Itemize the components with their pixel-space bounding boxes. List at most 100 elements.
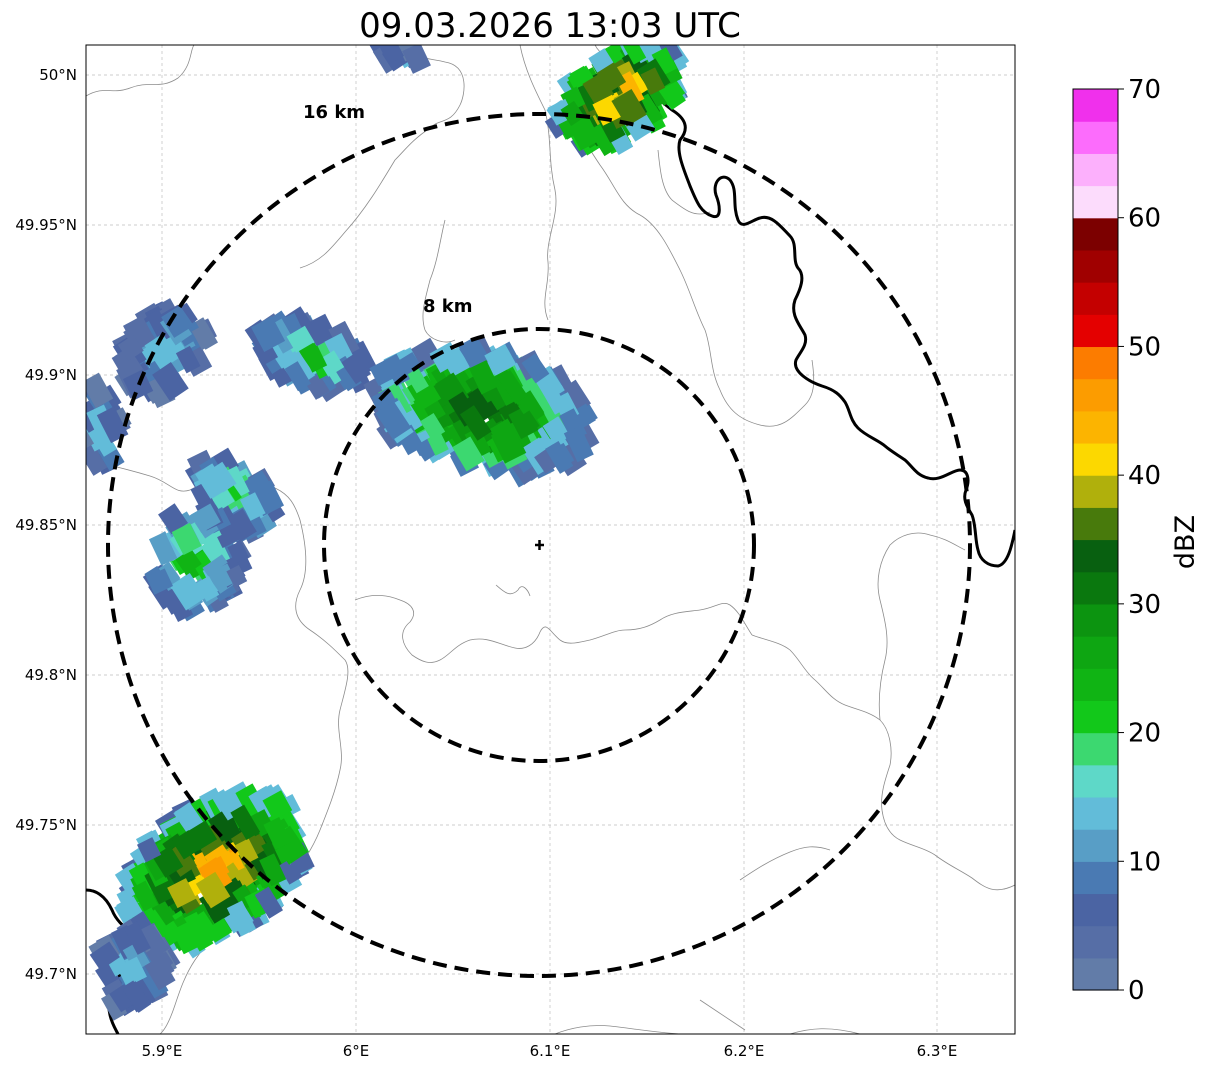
colorbar-band [1073, 893, 1118, 927]
longitude-labels: 5.9°E 6°E 6.1°E 6.2°E 6.3°E [142, 1042, 958, 1060]
lon-label-6-2: 6.2°E [724, 1042, 765, 1060]
echo-cell [86, 372, 114, 409]
colorbar-tick-label: 30 [1128, 590, 1161, 620]
echo-cell [490, 424, 527, 464]
echo-cell [122, 369, 154, 401]
echo-cell [406, 368, 429, 394]
radar-site-marker [535, 540, 544, 550]
colorbar-frame [1072, 88, 1119, 991]
colorbar-band [1073, 217, 1118, 251]
echo-cell [173, 802, 204, 834]
echo-cell [651, 47, 678, 76]
echo-cell [171, 522, 202, 556]
echo-cell [286, 325, 315, 353]
echo-cell [305, 319, 330, 345]
echo-cell [567, 114, 601, 151]
colorbar-tick-label: 0 [1128, 976, 1145, 1006]
echo-cell [136, 837, 162, 863]
range-ring-8km [322, 327, 756, 763]
colorbar-band [1073, 475, 1118, 508]
echo-cell [189, 910, 221, 946]
colorbar-tick-label: 20 [1128, 719, 1161, 749]
echo-cell [241, 470, 275, 503]
echo-cell [318, 350, 345, 377]
range-rings [106, 112, 972, 978]
echo-cell [160, 586, 188, 615]
echo-cell [145, 374, 176, 409]
echo-cell [116, 956, 147, 987]
echo-cell [123, 921, 151, 955]
echo-cell [302, 345, 328, 373]
lon-label-6-3: 6.3°E [917, 1042, 958, 1060]
echo-cell [158, 503, 188, 535]
echo-cell [278, 858, 303, 885]
echo-cell [152, 362, 189, 402]
echo-cell [560, 379, 592, 414]
echo-cell [376, 45, 405, 65]
echo-cell [458, 337, 486, 368]
colorbar-band [1073, 603, 1118, 637]
echo-cell [171, 830, 201, 860]
echo-cell [109, 984, 137, 1013]
colorbar-band [1073, 796, 1118, 830]
lon-label-6-1: 6.1°E [530, 1042, 571, 1060]
echo-cell [195, 463, 229, 500]
echo-cell [202, 855, 230, 883]
echo-cell [263, 817, 292, 850]
echo-cell [452, 436, 485, 472]
lat-label-49-95: 49.95°N [15, 216, 77, 234]
colorbar-band [1073, 668, 1118, 701]
colorbar-band [1073, 571, 1118, 605]
echo-cell [420, 413, 446, 441]
colorbar-band [1073, 636, 1118, 669]
echo-cell [161, 306, 192, 338]
echo-cell [128, 862, 157, 895]
colorbar-band [1073, 507, 1118, 541]
colorbar-band [1073, 378, 1118, 412]
echo-cell [89, 941, 120, 971]
colorbar-band [1073, 249, 1118, 283]
colorbar-label: dBZ [1170, 515, 1201, 569]
echo-cell [195, 871, 231, 909]
echo-cell [230, 804, 261, 841]
echo-cell [429, 341, 462, 373]
echo-cell [542, 416, 570, 445]
echo-cell [123, 315, 156, 351]
lon-label-5-9: 5.9°E [142, 1042, 183, 1060]
colorbar-band [1073, 764, 1118, 798]
gridlines [86, 45, 1015, 1034]
colorbar-band [1073, 925, 1118, 959]
echo-cell [196, 576, 220, 602]
echo-cell [122, 941, 151, 972]
lat-label-49-85: 49.85°N [15, 516, 77, 534]
echo-cell [190, 503, 221, 534]
lon-label-6: 6°E [343, 1042, 370, 1060]
colorbar-band [1073, 282, 1118, 315]
echo-cell [324, 332, 353, 364]
echo-cell [175, 548, 202, 575]
colorbar-tick-label: 70 [1128, 75, 1161, 105]
colorbar-tick-label: 50 [1128, 332, 1161, 362]
echo-cell [560, 100, 585, 126]
echo-cell [305, 373, 330, 400]
echo-cell [545, 441, 574, 474]
figure-title: 09.03.2026 13:03 UTC [359, 6, 741, 46]
echo-cell [259, 853, 287, 887]
colorbar-tick-label: 10 [1128, 847, 1161, 877]
echo-cell [459, 405, 492, 441]
echo-cell [515, 410, 540, 435]
echo-cell [640, 67, 666, 95]
echo-cell [148, 531, 178, 566]
colorbar-bands [1073, 89, 1118, 991]
echo-cell [402, 45, 431, 74]
range-ring-16km [106, 112, 972, 978]
echo-cell [469, 360, 499, 395]
echo-cell [86, 445, 108, 476]
echo-cell [138, 923, 170, 958]
echo-cell [224, 905, 254, 934]
echo-cell [621, 45, 647, 65]
echo-cell [582, 72, 615, 106]
echo-cell [464, 427, 492, 459]
echo-cell [611, 89, 647, 127]
colorbar-band [1073, 410, 1118, 444]
